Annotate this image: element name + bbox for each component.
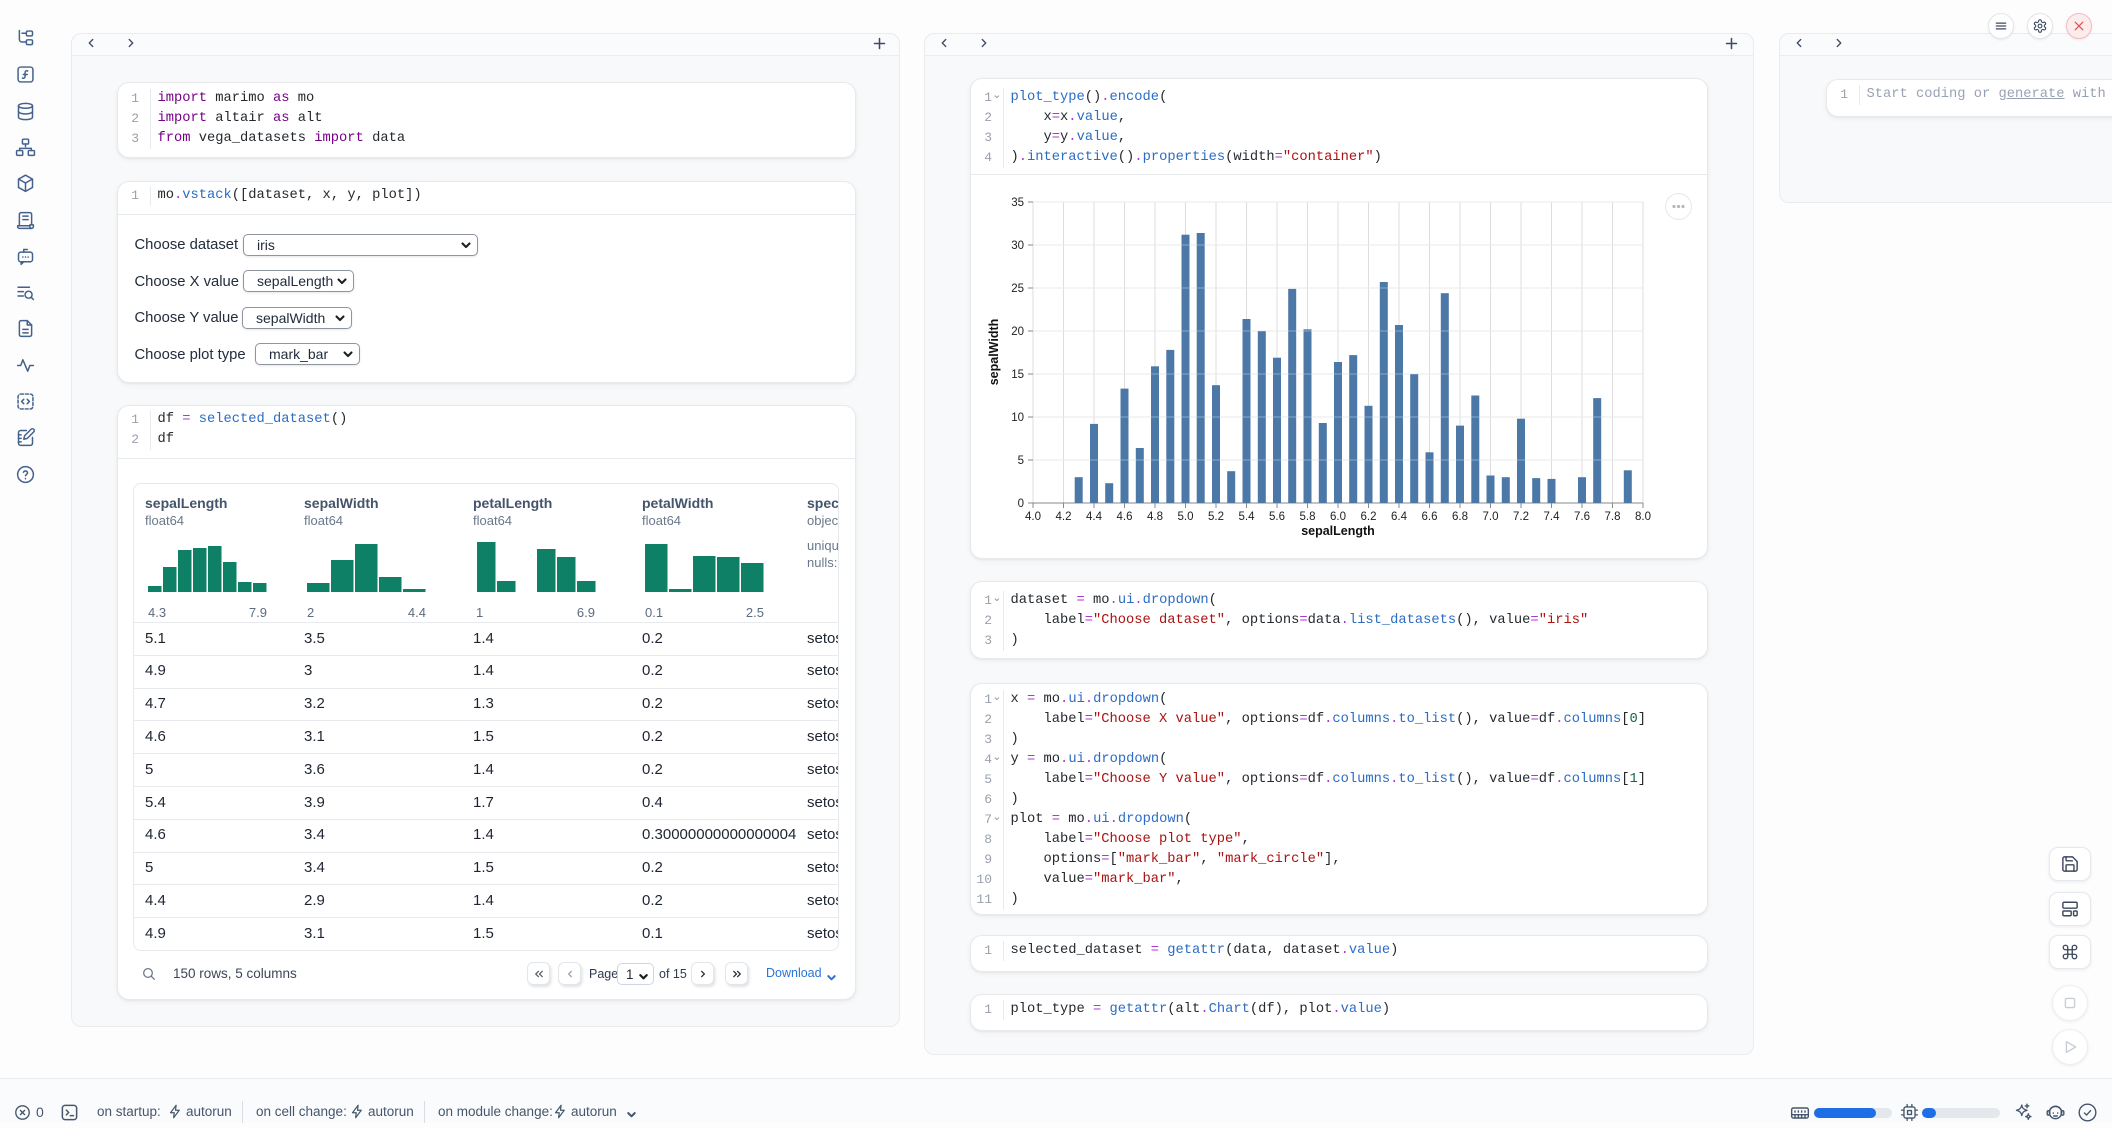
svg-text:5.8: 5.8	[1300, 511, 1316, 523]
svg-text:15: 15	[1011, 369, 1024, 381]
svg-text:5.2: 5.2	[1208, 511, 1224, 523]
svg-text:4.8: 4.8	[1147, 511, 1163, 523]
svg-text:30: 30	[1011, 240, 1024, 252]
svg-text:6.6: 6.6	[1422, 511, 1438, 523]
svg-text:8.0: 8.0	[1635, 511, 1651, 523]
svg-text:sepalWidth: sepalWidth	[987, 319, 1001, 386]
svg-text:4.4: 4.4	[1086, 511, 1103, 523]
svg-text:5.6: 5.6	[1269, 511, 1285, 523]
svg-text:5.0: 5.0	[1178, 511, 1194, 523]
svg-text:6.8: 6.8	[1452, 511, 1468, 523]
svg-text:4.6: 4.6	[1117, 511, 1133, 523]
svg-text:sepalLength: sepalLength	[1301, 524, 1375, 538]
svg-text:6.4: 6.4	[1391, 511, 1408, 523]
svg-text:7.2: 7.2	[1513, 511, 1529, 523]
svg-text:4.0: 4.0	[1025, 511, 1041, 523]
svg-text:20: 20	[1011, 326, 1024, 338]
svg-text:6.0: 6.0	[1330, 511, 1346, 523]
svg-text:7.8: 7.8	[1605, 511, 1621, 523]
svg-text:4.2: 4.2	[1056, 511, 1072, 523]
svg-text:10: 10	[1011, 412, 1024, 424]
svg-text:25: 25	[1011, 283, 1024, 295]
svg-text:5.4: 5.4	[1239, 511, 1256, 523]
svg-text:7.4: 7.4	[1544, 511, 1561, 523]
svg-text:7.0: 7.0	[1483, 511, 1499, 523]
svg-text:7.6: 7.6	[1574, 511, 1590, 523]
svg-text:35: 35	[1011, 197, 1024, 209]
svg-text:5: 5	[1018, 455, 1024, 467]
svg-text:0: 0	[1018, 498, 1024, 510]
svg-text:6.2: 6.2	[1361, 511, 1377, 523]
